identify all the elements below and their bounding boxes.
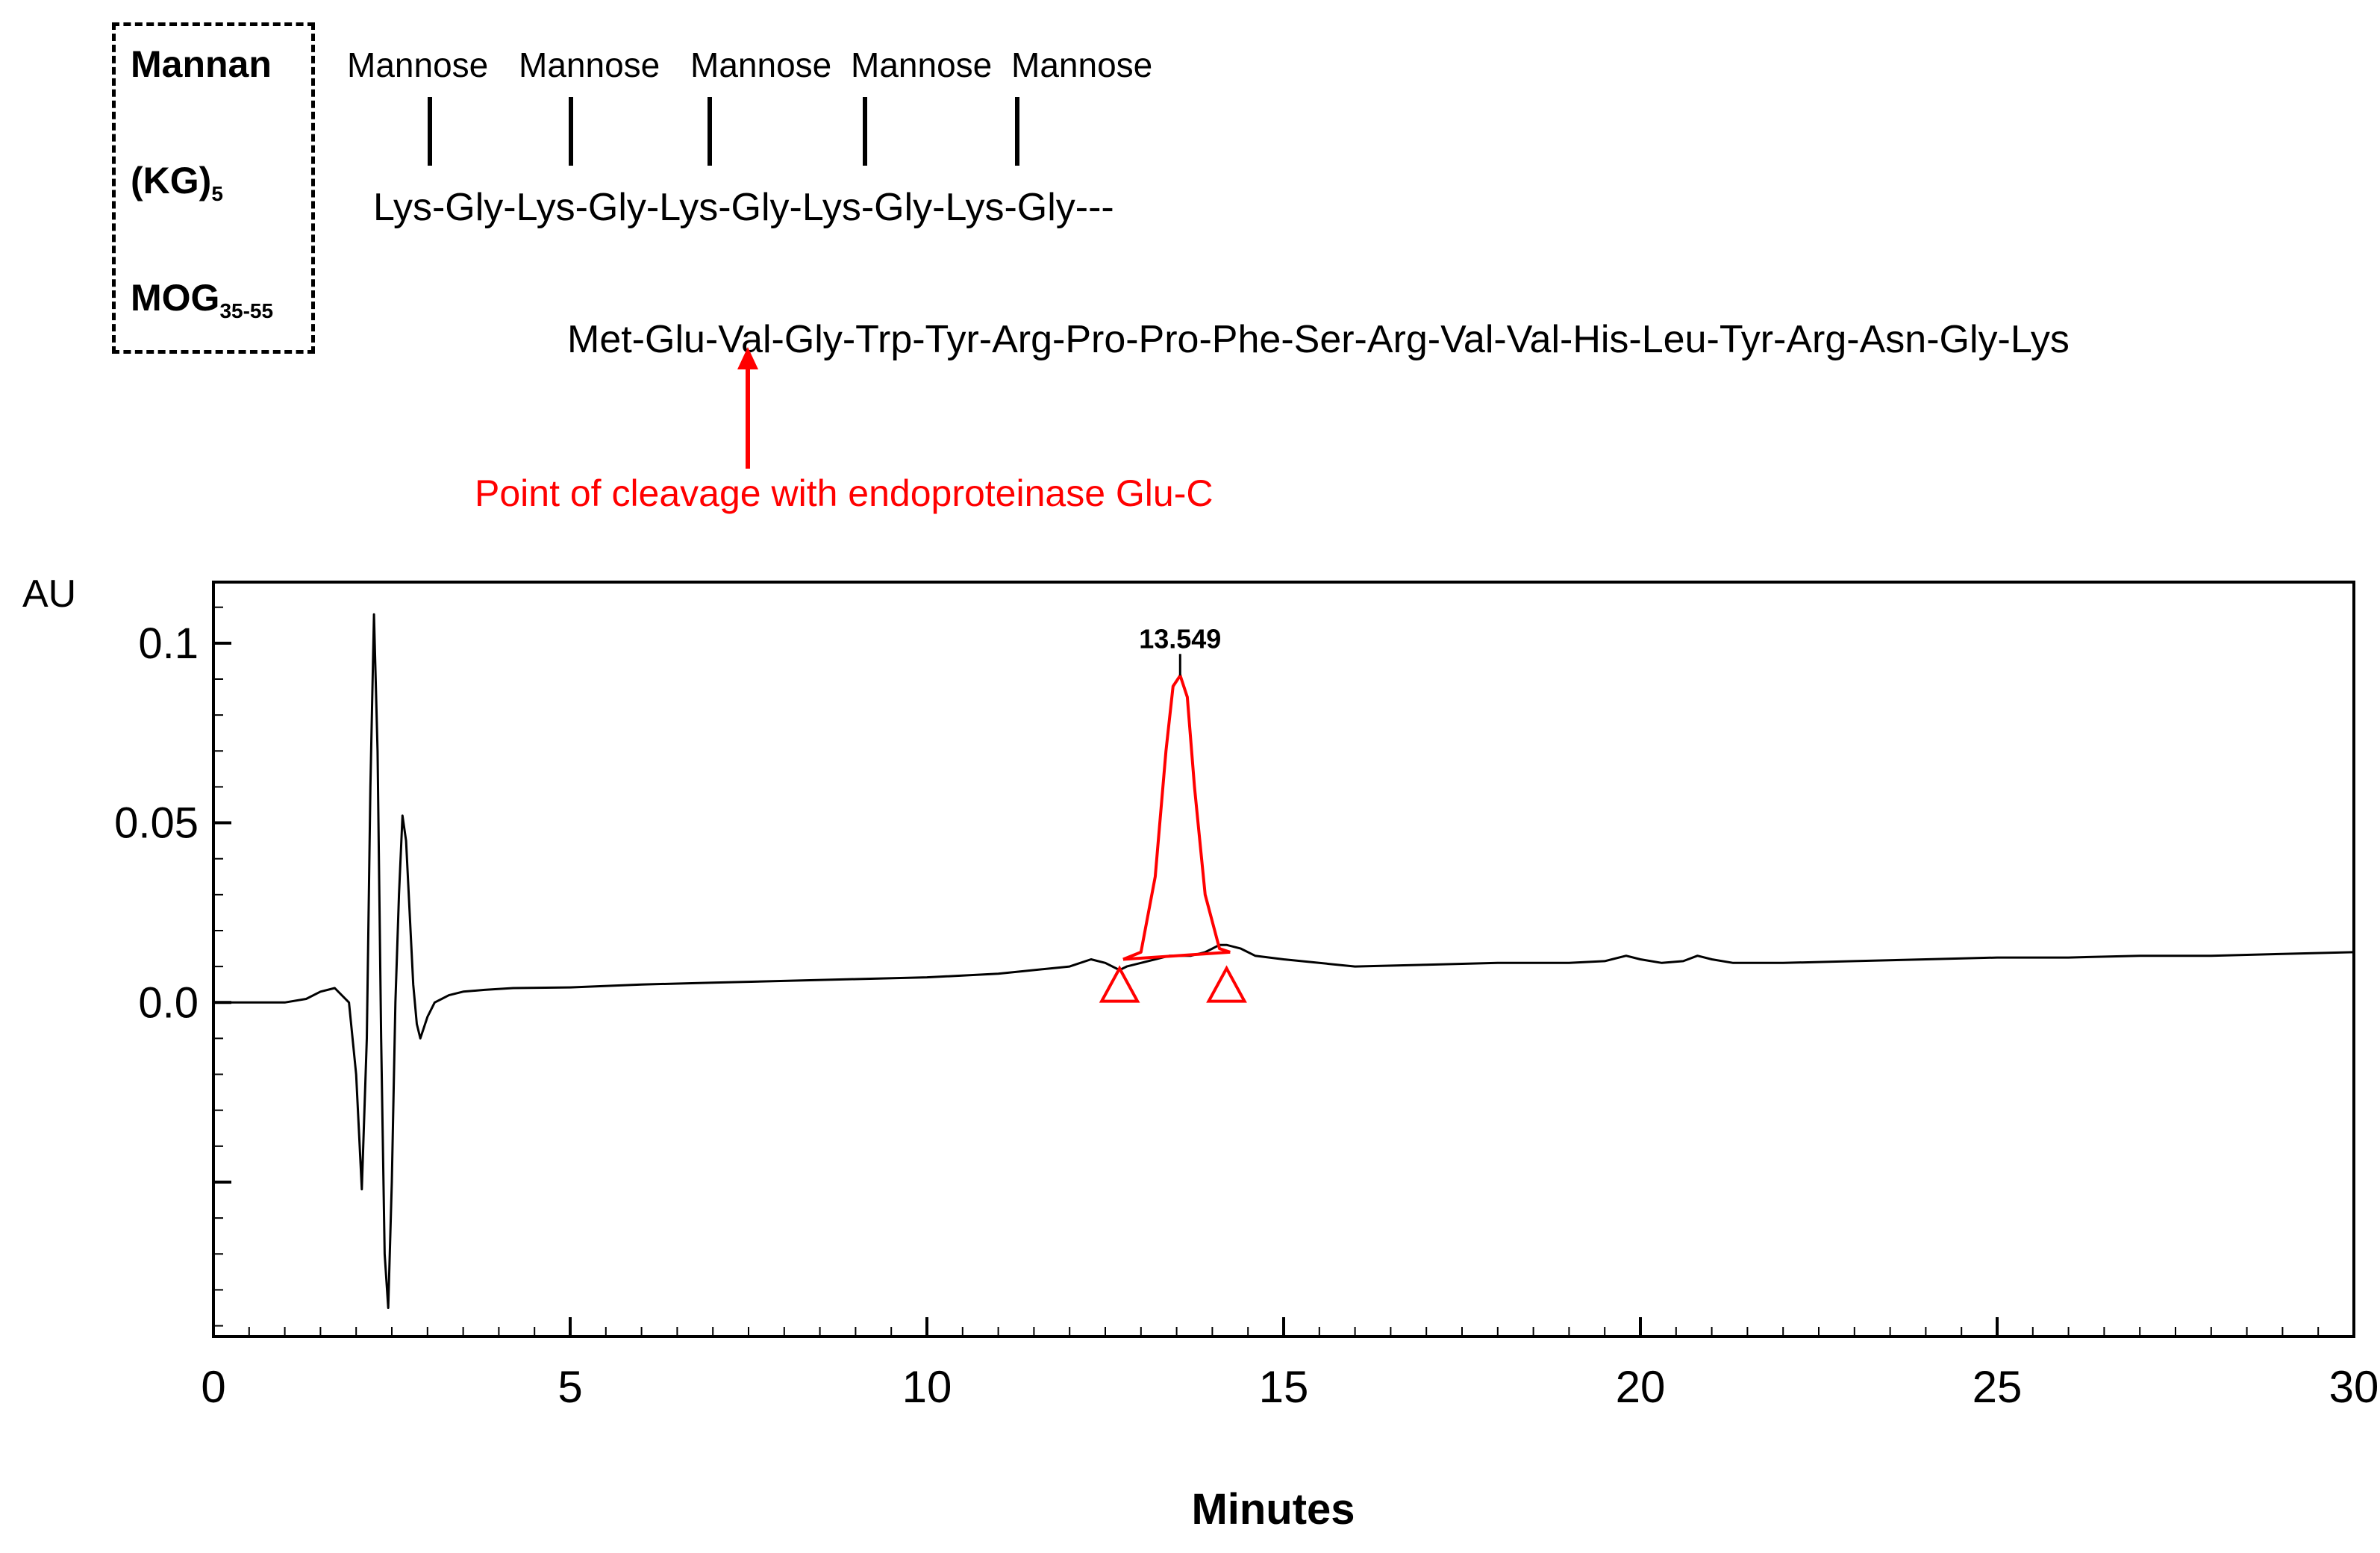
mannose-label: Mannose	[690, 46, 832, 84]
x-tick-label: 10	[902, 1362, 952, 1412]
mannose-label: Mannose	[851, 46, 993, 84]
y-tick-label: 0.1	[138, 619, 199, 668]
marker-layer	[1099, 654, 1247, 1003]
legend-kg5: (KG)5	[131, 159, 223, 206]
y-axis: 0.0 0.05 0.1	[114, 606, 231, 1327]
mannose-label: Mannose	[519, 46, 660, 84]
legend-kg5-base: (KG)	[131, 160, 212, 201]
legend-box: Mannan (KG)5 MOG35-55	[112, 22, 315, 354]
legend-mannan: Mannan	[131, 43, 272, 85]
legend-kg5-sub: 5	[211, 182, 223, 205]
cleavage-note: Point of cleavage with endoproteinase Gl…	[475, 472, 1214, 514]
x-axis-title: Minutes	[1191, 1485, 1355, 1534]
glycosylation-bond	[428, 97, 432, 166]
series-line-chromatogram	[213, 613, 2355, 1309]
cleavage-arrow-layer	[737, 347, 758, 469]
glycosylation-bond	[708, 97, 712, 166]
peak-retention-label: 13.549	[1139, 623, 1221, 654]
integration-marker	[1099, 965, 1140, 1003]
series-line-integrated-peak	[1122, 674, 1231, 961]
glycosylation-bond	[1015, 97, 1019, 166]
x-axis: 0 5 10 15 20 25 30	[201, 1317, 2379, 1412]
integration-baseline	[1122, 950, 1231, 961]
legend-mog: MOG35-55	[131, 276, 273, 323]
glycosylation-bond	[569, 97, 573, 166]
mannose-label: Mannose	[347, 46, 489, 84]
mog-sequence: Met-Glu-Val-Gly-Trp-Tyr-Arg-Pro-Pro-Phe-…	[567, 318, 2070, 361]
x-tick-label: 30	[2329, 1362, 2379, 1412]
legend-mog-base: MOG	[131, 277, 220, 319]
x-tick-label: 0	[201, 1362, 225, 1412]
cleavage-arrow-icon	[737, 347, 758, 469]
x-tick-label: 5	[557, 1362, 582, 1412]
legend-mog-sub: 35-55	[219, 299, 274, 322]
x-tick-label: 25	[1973, 1362, 2023, 1412]
x-tick-label: 20	[1616, 1362, 1666, 1412]
mannose-label: Mannose	[1011, 46, 1153, 84]
y-tick-label: 0.05	[114, 799, 199, 848]
peptide-scheme: Mannan (KG)5 MOG35-55 Mannose Mannose Ma…	[0, 0, 2380, 522]
chromatogram-chart: 0 5 10 15 20 25 30 0.0 0.05 0.1 AU Minutes 13.54…	[22, 572, 2379, 1534]
y-axis-title: AU	[22, 572, 76, 616]
glycosylation-bond	[863, 97, 867, 166]
series-layer	[213, 613, 2355, 1309]
y-tick-label: 0.0	[138, 978, 199, 1027]
kg-sequence: Lys-Gly-Lys-Gly-Lys-Gly-Lys-Gly-Lys-Gly-…	[373, 186, 1114, 229]
integration-marker	[1206, 965, 1247, 1003]
x-tick-label: 15	[1259, 1362, 1309, 1412]
